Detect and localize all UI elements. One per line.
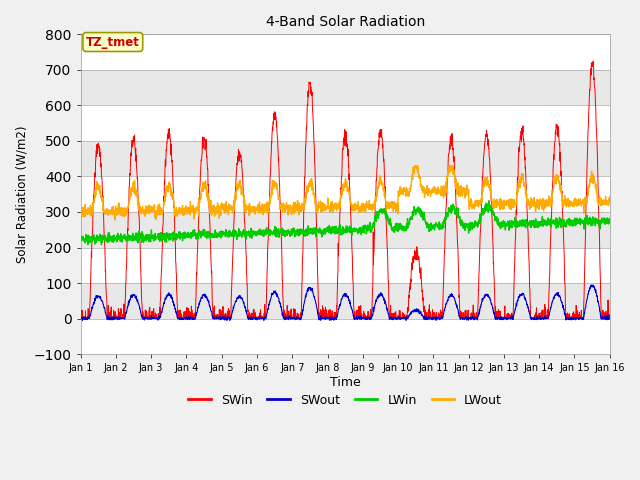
LWout — [372, 199, 380, 204]
SWout — [372, 298, 380, 304]
SWin — [77, 316, 84, 322]
SWin — [499, 316, 507, 322]
Line: SWout: SWout — [81, 285, 610, 320]
LWin — [606, 220, 614, 226]
SWin — [77, 313, 84, 319]
SWin — [606, 316, 614, 322]
SWout — [559, 303, 567, 309]
SWin — [589, 58, 597, 64]
SWin — [559, 223, 567, 229]
SWin — [225, 306, 232, 312]
LWin — [225, 230, 232, 236]
LWout — [225, 212, 232, 218]
LWout — [411, 163, 419, 168]
SWout — [225, 315, 232, 321]
SWout — [606, 316, 614, 322]
LWin — [360, 225, 368, 230]
SWin — [574, 316, 582, 322]
Bar — [81, 141, 610, 177]
LWout — [360, 204, 368, 210]
SWin — [372, 188, 380, 193]
LWout — [111, 217, 119, 223]
X-axis label: Time: Time — [330, 376, 360, 389]
LWout — [77, 206, 84, 212]
Bar — [81, 283, 610, 319]
LWin — [372, 215, 380, 220]
Bar — [81, 70, 610, 106]
Bar — [81, 177, 610, 212]
Line: SWin: SWin — [81, 61, 610, 319]
SWout — [588, 282, 595, 288]
Bar — [81, 106, 610, 141]
Y-axis label: Solar Radiation (W/m2): Solar Radiation (W/m2) — [15, 125, 28, 263]
LWout — [499, 202, 507, 208]
LWout — [574, 203, 582, 208]
Text: TZ_tmet: TZ_tmet — [86, 36, 140, 48]
SWout — [574, 315, 582, 321]
Bar — [81, 212, 610, 248]
Bar — [81, 319, 610, 354]
LWin — [97, 242, 105, 248]
Legend: SWin, SWout, LWin, LWout: SWin, SWout, LWin, LWout — [183, 389, 507, 412]
SWout — [360, 316, 368, 322]
Bar — [81, 248, 610, 283]
LWin — [485, 198, 493, 204]
LWout — [559, 204, 567, 210]
LWin — [559, 220, 567, 226]
LWin — [574, 216, 582, 222]
SWin — [360, 316, 368, 322]
SWout — [77, 314, 84, 320]
Bar — [81, 35, 610, 70]
LWin — [499, 219, 507, 225]
Title: 4-Band Solar Radiation: 4-Band Solar Radiation — [266, 15, 425, 29]
LWout — [606, 194, 614, 200]
Line: LWout: LWout — [81, 166, 610, 220]
LWin — [77, 234, 84, 240]
SWout — [79, 317, 86, 323]
SWout — [499, 317, 507, 323]
Line: LWin: LWin — [81, 201, 610, 245]
